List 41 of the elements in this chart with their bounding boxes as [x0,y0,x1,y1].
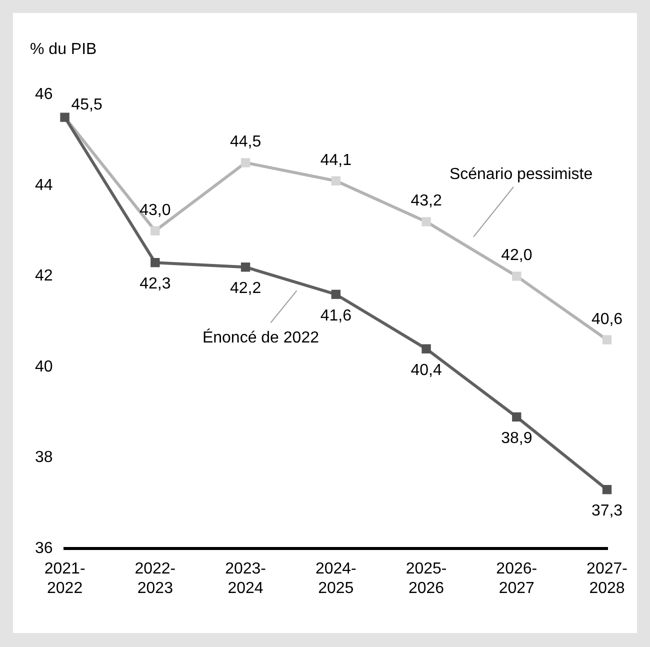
point [602,484,612,494]
x-tick-label: 2027-2028 [586,560,628,597]
data-label: 45,5 [71,96,102,114]
x-tick-label: 2024-2025 [315,560,356,597]
data-label: 44,5 [230,134,262,151]
data-label: 43,2 [410,192,442,210]
y-tick-label: 42 [35,268,53,285]
data-label: 40,6 [591,310,623,328]
point [331,176,340,186]
data-label: 43,0 [140,202,171,219]
point [512,272,522,281]
point [422,217,431,226]
point [240,158,250,168]
y-tick-label: 40 [35,358,53,376]
point [150,258,160,268]
point [602,335,612,344]
data-label: 41,6 [320,307,352,324]
text: Scénario pessimiste [449,166,593,183]
data-label: 38,9 [501,430,532,447]
x-tick-label: 2023-2024 [225,560,266,597]
data-label: 42,0 [501,247,532,264]
y-tick-label: 44 [35,176,53,194]
y-tick-label: 36 [35,540,53,558]
data-label: 42,2 [230,280,262,298]
y-axis-title: % du PIB [30,41,97,59]
y-tick-label: 38 [35,449,53,466]
y-tick-label: 46 [35,86,53,104]
point [150,226,160,236]
x-tick-label: 2022-2023 [134,560,176,597]
data-label: 42,3 [140,276,171,293]
data-label: 37,3 [591,502,623,520]
x-tick-label: 2026-2027 [496,560,538,597]
point [331,290,340,299]
point [240,262,250,272]
x-tick-label: 2025-2026 [406,560,447,597]
data-label: 40,4 [410,362,442,379]
point [512,412,522,422]
point [422,344,431,354]
x-tick-label: 2021-2022 [44,560,86,597]
text: Énoncé de 2022 [202,328,320,347]
data-label: 44,1 [320,152,352,169]
